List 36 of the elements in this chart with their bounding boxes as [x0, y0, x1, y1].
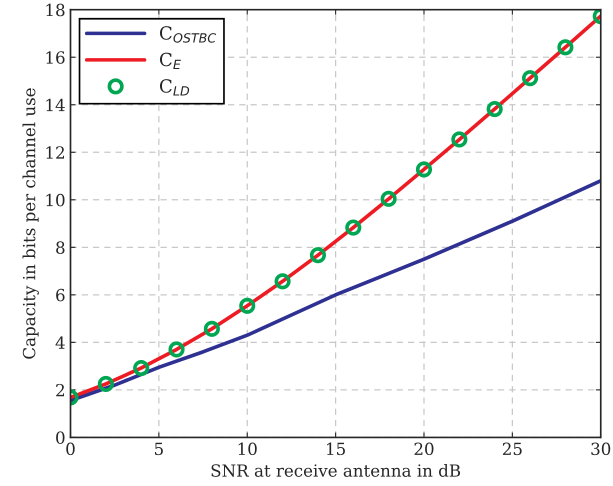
legend-label: C$_{OSTBC}$ — [160, 26, 216, 43]
point — [310, 247, 326, 264]
x-tick-label: 5 — [154, 442, 163, 456]
y-tick-label: 0 — [56, 431, 65, 444]
y-tick-label: 6 — [56, 288, 65, 302]
legend-label: C$_{LD}$ — [160, 79, 190, 96]
legend-label: C$_{E}$ — [160, 52, 181, 70]
y-tick-label: 18 — [46, 4, 65, 16]
point — [239, 298, 256, 314]
point — [380, 190, 397, 207]
point — [204, 320, 220, 337]
point — [274, 273, 291, 290]
x-tick-label: 15 — [327, 442, 345, 456]
y-tick-label: 14 — [46, 98, 65, 112]
y-tick-label: 8 — [56, 241, 65, 254]
y-tick-label: 4 — [56, 336, 65, 349]
x-axis-title: SNR at receive antenna in dB — [212, 464, 460, 477]
point — [416, 161, 432, 178]
x-tick-label: 25 — [502, 442, 522, 456]
point — [451, 131, 468, 148]
point — [522, 70, 538, 86]
y-tick-label: 16 — [46, 51, 65, 64]
point — [133, 360, 150, 376]
point — [168, 341, 185, 358]
point — [98, 376, 114, 392]
point — [557, 39, 574, 56]
point — [345, 220, 362, 236]
y-tick-label: 12 — [46, 146, 64, 159]
x-tick-label: 0 — [66, 442, 75, 456]
y-tick-label: 10 — [46, 194, 65, 206]
x-tick-label: 10 — [238, 442, 257, 456]
x-tick-label: 30 — [591, 442, 610, 456]
x-tick-label: 20 — [414, 442, 434, 456]
point — [486, 100, 503, 118]
y-axis-title: Capacity in bits per channel use — [22, 88, 39, 359]
y-tick-label: 2 — [56, 384, 64, 396]
